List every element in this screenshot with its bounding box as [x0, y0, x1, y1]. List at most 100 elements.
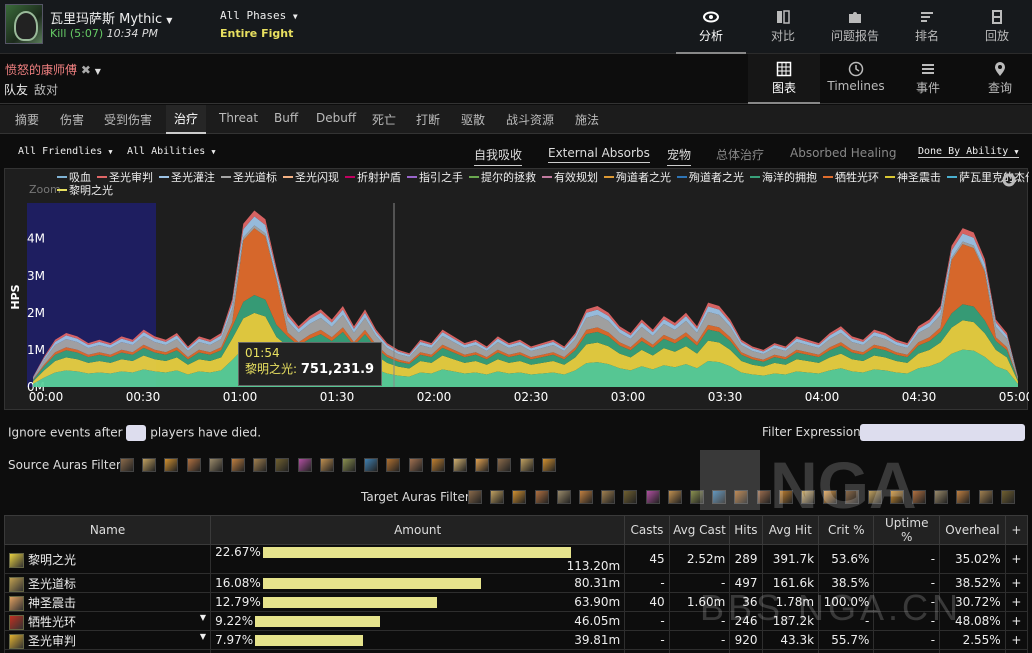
col-overheal[interactable]: Overheal	[939, 515, 1006, 545]
row-plus-icon[interactable]: +	[1011, 576, 1022, 590]
aura-filter-icon[interactable]	[275, 458, 290, 472]
fight-label[interactable]: Entire Fight	[220, 27, 294, 40]
aura-filter-icon[interactable]	[231, 458, 245, 472]
aura-filter-icon[interactable]	[519, 458, 534, 472]
aura-filter-icon[interactable]	[490, 490, 505, 504]
done-by-ability-select[interactable]: Done By Ability ▼	[918, 146, 1019, 158]
spell-name[interactable]: 圣光道标	[28, 576, 77, 591]
aura-filter-icon[interactable]	[186, 458, 201, 472]
chevron-down-icon[interactable]: ▼	[199, 631, 207, 641]
legend-item[interactable]: 牺牲光环	[823, 170, 879, 184]
series-area[interactable]	[33, 210, 1018, 378]
col-uptime[interactable]: Uptime %	[873, 515, 941, 545]
spell-name[interactable]: 神圣震击	[28, 595, 77, 610]
legend-item[interactable]: 折射护盾	[345, 170, 401, 184]
legend-item[interactable]: 圣光灌注	[159, 170, 215, 184]
table-row[interactable]: 圣光审判 ▼ 7.97% 39.81m - -920 43.3k 55.7% -2.55% +	[3, 630, 1029, 650]
tab-casts[interactable]: 施法	[575, 113, 600, 127]
col-avg-cast[interactable]: Avg Cast	[668, 515, 731, 545]
legend-item[interactable]: 圣光闪现	[283, 170, 339, 184]
total-healing-toggle[interactable]: 总体治疗	[716, 148, 765, 162]
aura-filter-icon[interactable]	[556, 490, 571, 504]
col-casts[interactable]: Casts	[624, 515, 670, 545]
legend-item[interactable]: 萨瓦里克的杰作	[947, 170, 1029, 184]
table-row[interactable]: 神圣震击 12.79% 63.90m 40 1.60m 36 1.78m 100.0% - 30.…	[3, 592, 1029, 612]
boss-selector[interactable]: 瓦里玛萨斯 Mythic ▼	[50, 8, 172, 27]
aura-filter-icon[interactable]	[601, 490, 616, 504]
aura-filter-icon[interactable]	[497, 458, 512, 472]
chevron-down-icon[interactable]: ▼	[199, 612, 207, 622]
nav-replay[interactable]: 回放	[962, 0, 1032, 54]
aura-filter-icon[interactable]	[889, 490, 904, 504]
legend-item[interactable]: 指引之手	[407, 170, 463, 184]
series-area[interactable]	[33, 312, 1018, 384]
aura-filter-icon[interactable]	[912, 490, 926, 504]
gear-icon[interactable]	[1002, 173, 1021, 187]
friendly-toggle[interactable]: 队友	[4, 83, 29, 97]
legend-item[interactable]: 圣光道标	[221, 170, 277, 184]
nav-rankings[interactable]: 排名	[892, 0, 962, 54]
tab-healing[interactable]: 治疗	[166, 105, 207, 134]
legend-item[interactable]: 黎明之光	[57, 183, 113, 197]
col-hits[interactable]: Hits	[729, 515, 763, 545]
view-timelines[interactable]: Timelines	[820, 54, 892, 104]
table-row[interactable]: 牺牲光环 ▼ 9.22% 46.05m - -246 187.2k - -48.08% +	[3, 611, 1029, 631]
view-query[interactable]: 查询	[964, 54, 1032, 104]
nav-analysis[interactable]: 分析	[676, 0, 746, 54]
healing-chart[interactable]: ZoomHPS0M1M2M3M4M00:0000:3001:0001:3002:…	[4, 168, 1029, 411]
aura-filter-icon[interactable]	[756, 490, 771, 504]
aura-filter-icon[interactable]	[164, 458, 179, 472]
aura-filter-icon[interactable]	[364, 458, 379, 472]
aura-filter-icon[interactable]	[690, 490, 704, 504]
aura-filter-icon[interactable]	[386, 458, 401, 472]
aura-filter-icon[interactable]	[453, 458, 467, 472]
aura-filter-icon[interactable]	[845, 490, 860, 504]
legend-item[interactable]: 圣光审判	[97, 170, 153, 184]
tab-damage[interactable]: 伤害	[60, 113, 85, 127]
abilities-filter[interactable]: All Abilities ▼	[127, 146, 216, 157]
aura-filter-icon[interactable]	[342, 458, 356, 472]
tab-deaths[interactable]: 死亡	[372, 113, 397, 127]
tab-buffs[interactable]: Buff	[274, 111, 299, 125]
aura-filter-icon[interactable]	[475, 458, 490, 472]
aura-filter-icon[interactable]	[319, 458, 334, 472]
aura-filter-icon[interactable]	[468, 490, 482, 504]
spell-name[interactable]: 圣光审判	[28, 633, 77, 648]
spell-name[interactable]: 黎明之光	[28, 552, 77, 567]
series-area[interactable]	[33, 295, 1018, 382]
tab-summary[interactable]: 摘要	[15, 113, 40, 127]
tab-debuffs[interactable]: Debuff	[316, 111, 357, 125]
self-absorbs-toggle[interactable]: 自我吸收	[474, 146, 523, 166]
tab-resources[interactable]: 战斗资源	[506, 113, 555, 127]
player-selector[interactable]: 愤怒的康师傅 ✖ ▼	[5, 61, 101, 78]
nav-compare[interactable]: 对比	[748, 0, 818, 54]
aura-filter-icon[interactable]	[534, 490, 549, 504]
aura-filter-icon[interactable]	[408, 458, 423, 472]
col-avg-hit[interactable]: Avg Hit	[761, 515, 820, 545]
enemy-toggle[interactable]: 敌对	[34, 83, 59, 97]
aura-filter-icon[interactable]	[978, 490, 993, 504]
series-area[interactable]	[33, 216, 1018, 378]
tab-threat[interactable]: Threat	[219, 111, 259, 125]
row-plus-icon[interactable]: +	[1011, 614, 1022, 628]
aura-filter-icon[interactable]	[430, 458, 445, 472]
series-area[interactable]	[33, 225, 1018, 380]
aura-filter-icon[interactable]	[142, 458, 157, 472]
absorbed-healing-toggle[interactable]: Absorbed Healing	[790, 146, 897, 160]
spell-name[interactable]: 牺牲光环	[28, 614, 77, 629]
chart-svg[interactable]: ZoomHPS0M1M2M3M4M00:0000:3001:0001:3002:…	[5, 169, 1029, 411]
filter-expression-input[interactable]	[860, 424, 1025, 441]
tab-dispels[interactable]: 驱散	[461, 113, 486, 127]
death-count-input[interactable]	[126, 425, 147, 441]
aura-filter-icon[interactable]	[512, 490, 527, 504]
aura-filter-icon[interactable]	[297, 458, 312, 472]
legend-item[interactable]: 吸血	[57, 170, 91, 184]
aura-filter-icon[interactable]	[801, 490, 815, 504]
aura-filter-icon[interactable]	[645, 490, 660, 504]
phase-selector[interactable]: All Phases ▼	[220, 9, 298, 22]
aura-filter-icon[interactable]	[734, 490, 749, 504]
close-icon[interactable]: ✖	[80, 63, 91, 77]
pets-toggle[interactable]: 宠物	[667, 146, 692, 166]
add-column-button[interactable]: +	[1004, 515, 1029, 545]
table-row[interactable]: 圣光道标 16.08% 80.31m - -497 161.6k 38.5% -38.52% +	[3, 573, 1029, 593]
